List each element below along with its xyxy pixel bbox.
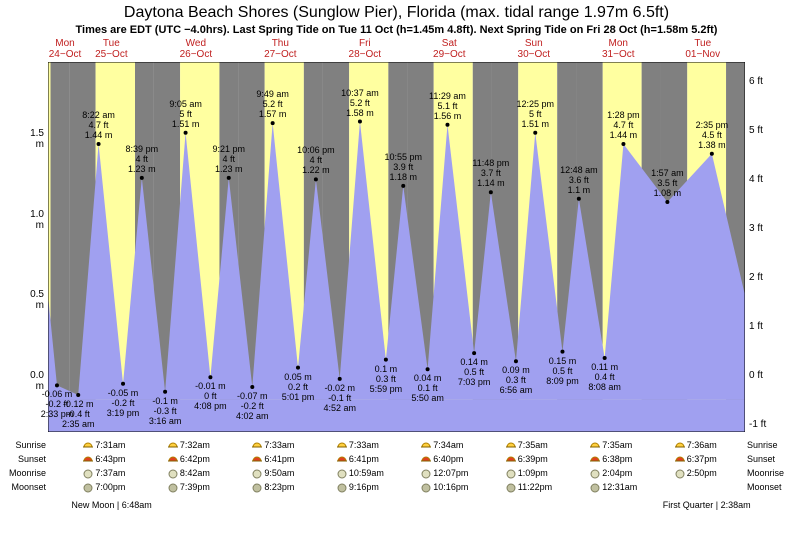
sunset-cell: 6:41pm (337, 454, 379, 465)
sunset-row-label: Sunset (6, 454, 46, 464)
high-tide-label: 10:37 am5.2 ft1.58 m (335, 88, 385, 118)
moonrise-cell: 12:07pm (421, 468, 468, 479)
high-tide-label: 11:48 pm3.7 ft1.14 m (466, 158, 516, 188)
moonset-row: MoonsetMoonset7:00pm7:39pm8:23pm9:16pm10… (48, 482, 745, 496)
day-label: Sat29−Oct (424, 38, 474, 60)
high-tide-label: 1:28 pm4.7 ft1.44 m (598, 110, 648, 140)
moonset-cell: 8:23pm (252, 482, 294, 493)
high-tide-label: 11:29 am5.1 ft1.56 m (422, 91, 472, 121)
high-tide-label: 2:35 pm4.5 ft1.38 m (687, 120, 737, 150)
y-right-tick: 4 ft (749, 174, 773, 185)
high-tide-label: 9:05 am5 ft1.51 m (161, 99, 211, 129)
sunrise-cell: 7:33am (337, 440, 379, 451)
y-right-tick: 1 ft (749, 321, 773, 332)
moonset-cell: 10:16pm (421, 482, 468, 493)
moonrise-cell: 2:50pm (675, 468, 717, 479)
day-label: Thu27−Oct (255, 38, 305, 60)
sunrise-cell: 7:36am (675, 440, 717, 451)
y-left-tick: 1.0 m (20, 209, 44, 231)
high-tide-label: 12:48 am3.6 ft1.1 m (554, 165, 604, 195)
sunset-cell: 6:37pm (675, 454, 717, 465)
chart-subtitle: Times are EDT (UTC −4.0hrs). Last Spring… (0, 24, 793, 36)
moonset-cell: 7:00pm (83, 482, 125, 493)
high-tide-label: 9:21 pm4 ft1.23 m (204, 144, 254, 174)
sunrise-cell: 7:33am (252, 440, 294, 451)
chart-title: Daytona Beach Shores (Sunglow Pier), Flo… (0, 4, 793, 22)
moonrise-cell: 1:09pm (506, 468, 548, 479)
day-label: Tue25−Oct (86, 38, 136, 60)
sunrise-cell: 7:31am (83, 440, 125, 451)
moon-phase-label: New Moon | 6:48am (71, 500, 151, 510)
sunrise-cell: 7:35am (590, 440, 632, 451)
sunset-cell: 6:43pm (83, 454, 125, 465)
y-left-tick: 1.5 m (20, 128, 44, 150)
sunset-cell: 6:42pm (168, 454, 210, 465)
high-tide-label: 8:22 am4.7 ft1.44 m (74, 110, 124, 140)
high-tide-label: 12:25 pm5 ft1.51 m (510, 99, 560, 129)
moonset-cell: 12:31am (590, 482, 637, 493)
moonset-cell: 11:22pm (506, 482, 552, 493)
moonrise-cell: 2:04pm (590, 468, 632, 479)
sunset-cell: 6:39pm (506, 454, 548, 465)
moonrise-row: MoonriseMoonrise7:37am8:42am9:50am10:59a… (48, 468, 745, 482)
high-tide-label: 8:39 pm4 ft1.23 m (117, 144, 167, 174)
y-right-tick: 2 ft (749, 272, 773, 283)
sunrise-row-label: Sunrise (747, 440, 789, 450)
low-tide-label: 0.09 m0.3 ft6:56 am (491, 365, 541, 395)
y-left-tick: 0.5 m (20, 289, 44, 311)
high-tide-label: 10:06 pm4 ft1.22 m (291, 145, 341, 175)
moonrise-cell: 9:50am (252, 468, 294, 479)
sunrise-row: SunriseSunrise7:31am7:32am7:33am7:33am7:… (48, 440, 745, 454)
day-label: Mon24−Oct (40, 38, 90, 60)
tide-chart: Daytona Beach Shores (Sunglow Pier), Flo… (0, 0, 793, 539)
low-tide-label: -0.02 m-0.1 ft4:52 am (315, 383, 365, 413)
low-tide-label: -0.12 m-0.4 ft2:35 am (53, 399, 103, 429)
moonrise-cell: 8:42am (168, 468, 210, 479)
sunset-row: SunsetSunset6:43pm6:42pm6:41pm6:41pm6:40… (48, 454, 745, 468)
day-label: Wed26−Oct (171, 38, 221, 60)
sunrise-cell: 7:32am (168, 440, 210, 451)
moonset-cell: 7:39pm (168, 482, 210, 493)
y-right-tick: -1 ft (749, 419, 773, 430)
y-right-tick: 0 ft (749, 370, 773, 381)
sunrise-row-label: Sunrise (6, 440, 46, 450)
moonrise-row-label: Moonrise (747, 468, 789, 478)
low-tide-label: 0.04 m0.1 ft5:50 am (403, 373, 453, 403)
moonrise-cell: 10:59am (337, 468, 384, 479)
moonrise-cell: 7:37am (83, 468, 125, 479)
sunset-cell: 6:40pm (421, 454, 463, 465)
sunset-cell: 6:38pm (590, 454, 632, 465)
y-right-tick: 3 ft (749, 223, 773, 234)
high-tide-label: 9:49 am5.2 ft1.57 m (248, 89, 298, 119)
day-label: Mon31−Oct (593, 38, 643, 60)
y-right-tick: 5 ft (749, 125, 773, 136)
moonset-row-label: Moonset (6, 482, 46, 492)
sunrise-cell: 7:34am (421, 440, 463, 451)
high-tide-label: 1:57 am3.5 ft1.08 m (642, 168, 692, 198)
day-label: Sun30−Oct (509, 38, 559, 60)
high-tide-label: 10:55 pm3.9 ft1.18 m (378, 152, 428, 182)
moonset-row-label: Moonset (747, 482, 789, 492)
low-tide-label: -0.1 m-0.3 ft3:16 am (140, 396, 190, 426)
y-right-tick: 6 ft (749, 76, 773, 87)
low-tide-label: 0.11 m0.4 ft8:08 am (580, 362, 630, 392)
moonset-cell: 9:16pm (337, 482, 379, 493)
low-tide-label: -0.07 m-0.2 ft4:02 am (227, 391, 277, 421)
moonrise-row-label: Moonrise (6, 468, 46, 478)
day-label: Tue01−Nov (678, 38, 728, 60)
day-label: Fri28−Oct (340, 38, 390, 60)
sunrise-cell: 7:35am (506, 440, 548, 451)
sunset-row-label: Sunset (747, 454, 789, 464)
sunset-cell: 6:41pm (252, 454, 294, 465)
moon-phase-label: First Quarter | 2:38am (663, 500, 751, 510)
